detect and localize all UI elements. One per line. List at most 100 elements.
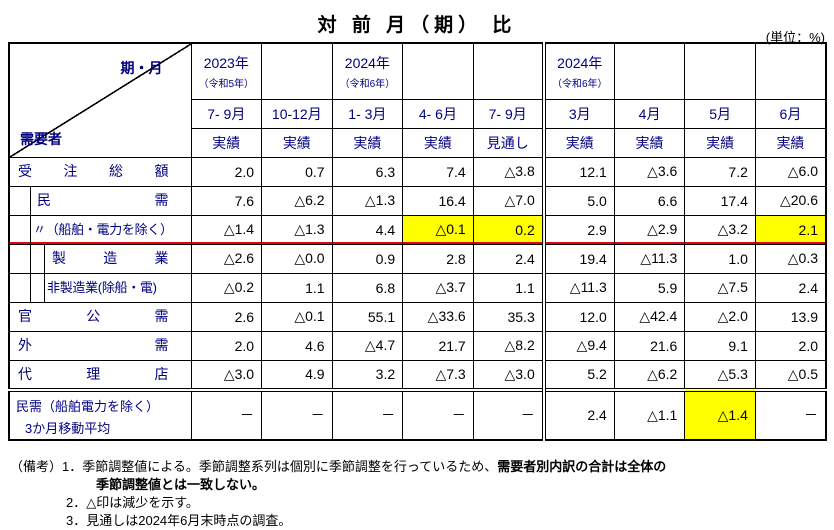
footer-cell: 2.4 (541, 387, 615, 440)
indent-line (30, 273, 31, 302)
row-label: 受 注 総 額 (8, 156, 192, 187)
row-label: 代 理 店 (8, 359, 192, 390)
data-cell: 1.1 (261, 272, 333, 303)
data-cell: △1.3 (331, 185, 404, 216)
data-cell: △42.4 (613, 301, 686, 332)
data-cell: 55.1 (331, 301, 404, 332)
data-cell: △11.3 (613, 243, 686, 274)
data-cell: 7.4 (402, 156, 474, 187)
indent-line (44, 273, 45, 302)
data-cell: △0.1 (261, 301, 333, 332)
note-1-text: （備考）1．季節調整値による。季節調整系列は個別に季節調整を行っているため、 (10, 459, 498, 474)
data-cell: △3.7 (402, 272, 474, 303)
row-label: 〃（船舶・電力を除く） (8, 214, 192, 245)
data-cell: 2.4 (754, 272, 827, 303)
row-label: 製 造 業 (8, 243, 192, 274)
data-cell: 9.1 (684, 330, 756, 361)
data-cell: △7.5 (684, 272, 756, 303)
row-label-text: 〃（船舶・電力を除く） (33, 222, 173, 237)
data-cell: △6.2 (613, 359, 686, 390)
data-cell: △3.0 (190, 359, 263, 390)
data-cell: 21.6 (613, 330, 686, 361)
col-header-type: 実績 (331, 127, 404, 158)
data-cell: △6.0 (754, 156, 827, 187)
notes-block: （備考）1．季節調整値による。季節調整系列は個別に季節調整を行っているため、需要… (10, 458, 666, 530)
col-header-month: 3月 (541, 98, 615, 129)
data-cell: △0.5 (754, 359, 827, 390)
data-cell: 4.9 (261, 359, 333, 390)
data-cell: △3.2 (684, 214, 756, 245)
footer-cell: △1.4 (684, 387, 756, 440)
col-header-type: 実績 (541, 127, 615, 158)
data-cell: 16.4 (402, 185, 474, 216)
data-cell: △3.8 (472, 156, 545, 187)
row-label: 民 需 (8, 185, 192, 216)
data-cell: 12.0 (541, 301, 615, 332)
data-cell: △6.2 (261, 185, 333, 216)
col-header-type: 実績 (684, 127, 756, 158)
data-cell: △0.0 (261, 243, 333, 274)
data-cell: △2.6 (190, 243, 263, 274)
table-row: 民 需 7.6 △6.2 △1.3 16.4 △7.0 5.0 6.6 17.4 △20.6 (8, 185, 827, 216)
footer-label-line1: 民需（船舶電力を除く） (16, 399, 160, 414)
col-header-year (754, 42, 827, 100)
data-cell: 13.9 (754, 301, 827, 332)
col-header-month: 6月 (754, 98, 827, 129)
col-header-year (684, 42, 756, 100)
col-header-month: 4月 (613, 98, 686, 129)
row-label-text: 代 理 店 (18, 365, 169, 382)
data-cell: 0.9 (331, 243, 404, 274)
data-cell: △0.2 (190, 272, 263, 303)
year-label: 2024年 (557, 54, 603, 71)
note-1-emphasis-2: 季節調整値とは一致しない。 (96, 477, 266, 492)
data-cell: △5.3 (684, 359, 756, 390)
indent-line (30, 215, 31, 244)
data-cell: 2.4 (472, 243, 545, 274)
footer-cell: － (402, 387, 474, 440)
footer-cell: － (331, 387, 404, 440)
row-label-text: 受 注 総 額 (18, 163, 169, 179)
data-cell: △8.2 (472, 330, 545, 361)
data-cell: 21.7 (402, 330, 474, 361)
corner-cell: 期・月 需要者 (8, 42, 192, 158)
footer-cell: △1.1 (613, 387, 686, 440)
data-cell: △0.3 (754, 243, 827, 274)
footer-cell: － (190, 387, 263, 440)
col-header-year: 2024年 （令和6年） (541, 42, 615, 100)
year-label: 2024年 (344, 54, 390, 71)
row-label-text: 外 需 (18, 337, 169, 353)
data-cell: 2.0 (190, 330, 263, 361)
col-header-type: 実績 (754, 127, 827, 158)
col-header-type: 実績 (190, 127, 263, 158)
col-header-month: 7- 9月 (190, 98, 263, 129)
data-cell: 4.4 (331, 214, 404, 245)
data-cell: 19.4 (541, 243, 615, 274)
data-cell: 2.1 (754, 214, 827, 245)
data-cell: △3.6 (613, 156, 686, 187)
data-cell: 7.6 (190, 185, 263, 216)
row-label-text: 製 造 業 (52, 250, 169, 266)
data-cell: △11.3 (541, 272, 615, 303)
data-cell: 2.0 (754, 330, 827, 361)
table-row: 外 需 2.0 4.6 △4.7 21.7 △8.2 △9.4 21.6 9.1 2.0 (8, 330, 827, 361)
data-cell: 2.8 (402, 243, 474, 274)
data-cell: 0.2 (472, 214, 545, 245)
corner-label-period: 期・月 (120, 60, 163, 76)
col-header-type: 実績 (613, 127, 686, 158)
indent-line (30, 186, 31, 215)
table-row: 受 注 総 額 2.0 0.7 6.3 7.4 △3.8 12.1 △3.6 7.2 △6.0 (8, 156, 827, 187)
table-row: 代 理 店 △3.0 4.9 3.2 △7.3 △3.0 5.2 △6.2 △5.3 △0.5 (8, 359, 827, 390)
row-label: 非製造業(除船・電) (8, 272, 192, 303)
footer-cell: － (754, 387, 827, 440)
corner-label-demander: 需要者 (20, 130, 62, 147)
data-cell: 2.0 (190, 156, 263, 187)
row-label-text: 民 需 (37, 192, 169, 208)
data-cell: 1.1 (472, 272, 545, 303)
col-header-year (472, 42, 545, 100)
row-label-text: 非製造業(除船・電) (47, 280, 157, 295)
data-cell: △9.4 (541, 330, 615, 361)
table-row: 官 公 需 2.6 △0.1 55.1 △33.6 35.3 12.0 △42.4 △2.0 13… (8, 301, 827, 332)
data-cell: 5.9 (613, 272, 686, 303)
data-cell: 1.0 (684, 243, 756, 274)
era-label: （令和6年） (551, 78, 608, 90)
